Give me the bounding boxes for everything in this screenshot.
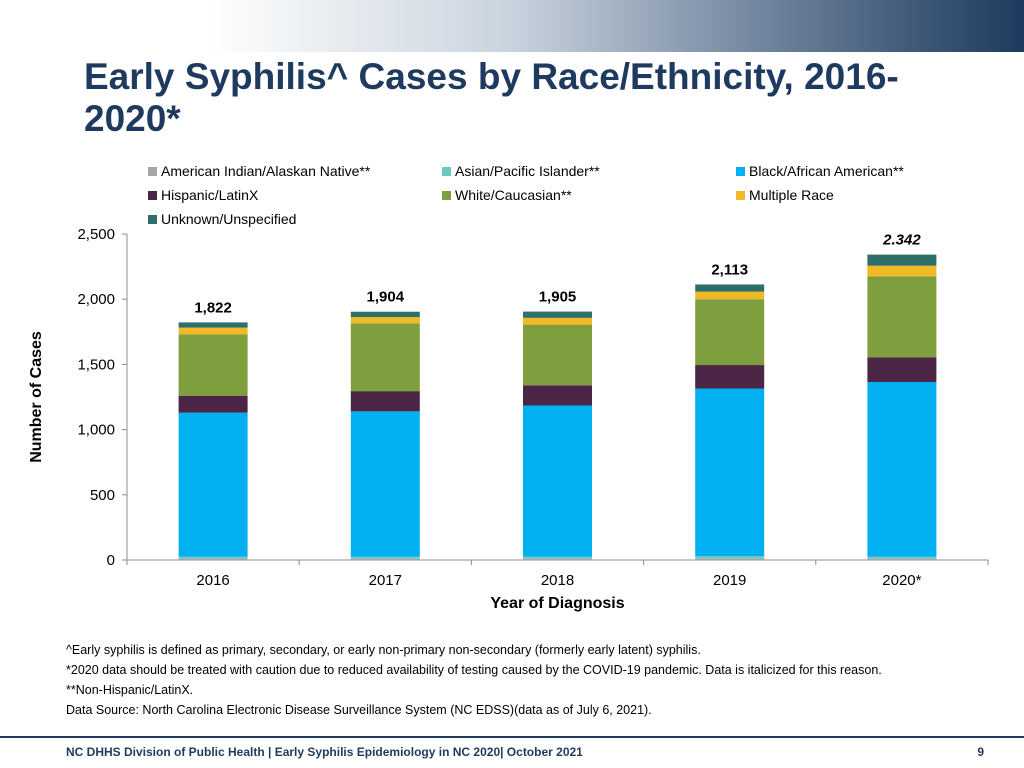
- slide-title: Early Syphilis^ Cases by Race/Ethnicity,…: [84, 56, 899, 139]
- bar-segment-2016-multiple-race: [178, 327, 248, 335]
- plot-area: 0 500 1,000 1,500 2,000 2,500 1,822 2016 1,904 20…: [28, 226, 989, 612]
- bar-segment-2017-unknown-unspecified: [350, 311, 420, 318]
- total-label-2020: 2.342: [882, 232, 921, 249]
- bar-segment-2018-white-caucasian: [523, 324, 592, 386]
- x-axis-title: Year of Diagnosis: [490, 595, 624, 612]
- bar-segment-2017-hispanic-latinx: [350, 391, 420, 412]
- bar-segment-2017-white-caucasian: [350, 323, 420, 392]
- footer-divider: [0, 736, 1024, 738]
- bar-group-2018: [523, 311, 592, 560]
- bar-segment-2020-american-indian-alaskan-native: [867, 558, 937, 560]
- y-tick-label-500: 500: [90, 487, 115, 504]
- y-tick-label-2500: 2,500: [77, 226, 115, 243]
- total-label-2016: 1,822: [194, 299, 232, 316]
- legend-swatch-american-indian-alaskan-native: [148, 167, 157, 176]
- bar-group-2020: [867, 254, 937, 560]
- legend-item-asian-pacific-islander: Asian/Pacific Islander**: [442, 163, 600, 179]
- bar-segment-2020-multiple-race: [867, 265, 937, 277]
- bar-segment-2016-hispanic-latinx: [178, 395, 248, 413]
- legend-item-unknown-unspecified: Unknown/Unspecified: [148, 211, 296, 227]
- total-label-2019: 2,113: [711, 261, 748, 278]
- y-axis-title: Number of Cases: [28, 331, 45, 463]
- bar-segment-2019-unknown-unspecified: [695, 284, 765, 292]
- legend-swatch-black-african-american: [736, 167, 745, 176]
- bar-segment-2018-black-african-american: [523, 405, 592, 557]
- x-tick-label-2018: 2018: [541, 572, 574, 589]
- bar-segment-2019-asian-pacific-islander: [695, 556, 765, 559]
- legend-item-black-african-american: Black/African American**: [736, 163, 904, 179]
- legend-item-multiple-race: Multiple Race: [736, 187, 834, 203]
- bar-segment-2016-asian-pacific-islander: [178, 556, 248, 559]
- x-tick-label-2020: 2020*: [882, 572, 921, 589]
- header-band: [0, 0, 1024, 52]
- footnote-2020-caution: *2020 data should be treated with cautio…: [66, 663, 882, 677]
- bar-group-2016: [178, 322, 248, 560]
- legend-label-asian-pacific-islander: Asian/Pacific Islander**: [455, 163, 600, 179]
- x-tick-label-2019: 2019: [713, 572, 746, 589]
- total-label-2017: 1,904: [367, 289, 405, 306]
- chart-legend: American Indian/Alaskan Native** Asian/Pa…: [148, 163, 904, 227]
- legend-item-white-caucasian: White/Caucasian**: [442, 187, 572, 203]
- bar-segment-2016-unknown-unspecified: [178, 322, 248, 328]
- legend-item-american-indian-alaskan-native: American Indian/Alaskan Native**: [148, 163, 371, 179]
- bar-segment-2016-black-african-american: [178, 412, 248, 557]
- legend-swatch-white-caucasian: [442, 191, 451, 200]
- legend-label-hispanic-latinx: Hispanic/LatinX: [161, 187, 259, 203]
- legend-item-hispanic-latinx: Hispanic/LatinX: [148, 187, 259, 203]
- legend-label-multiple-race: Multiple Race: [749, 187, 834, 203]
- legend-label-white-caucasian: White/Caucasian**: [455, 187, 572, 203]
- bar-segment-2018-asian-pacific-islander: [523, 556, 592, 559]
- y-tick-label-0: 0: [107, 552, 115, 569]
- legend-swatch-hispanic-latinx: [148, 191, 157, 200]
- y-tick-label-1000: 1,000: [77, 422, 115, 439]
- x-tick-label-2016: 2016: [196, 572, 229, 589]
- bar-segment-2019-hispanic-latinx: [695, 365, 765, 389]
- y-tick-label-1500: 1,500: [77, 356, 115, 373]
- footer-text: NC DHHS Division of Public Health | Earl…: [66, 745, 583, 759]
- bar-group-2019: [695, 284, 765, 560]
- footnotes: ^Early syphilis is defined as primary, s…: [66, 640, 966, 720]
- bar-segment-2018-american-indian-alaskan-native: [523, 558, 592, 560]
- legend-label-unknown-unspecified: Unknown/Unspecified: [161, 211, 296, 227]
- bar-segment-2019-multiple-race: [695, 291, 765, 300]
- bar-segment-2018-multiple-race: [523, 317, 592, 325]
- bar-segment-2018-hispanic-latinx: [523, 385, 592, 406]
- bar-segment-2020-hispanic-latinx: [867, 357, 937, 383]
- bar-segment-2020-white-caucasian: [867, 276, 937, 358]
- bar-segment-2020-asian-pacific-islander: [867, 556, 937, 559]
- x-tick-label-2017: 2017: [369, 572, 402, 589]
- bar-segment-2019-black-african-american: [695, 388, 765, 557]
- bar-segment-2017-asian-pacific-islander: [350, 556, 420, 559]
- bar-segment-2016-american-indian-alaskan-native: [178, 558, 248, 560]
- footnote-data-source: Data Source: North Carolina Electronic D…: [66, 703, 652, 717]
- bar-segment-2017-multiple-race: [350, 317, 420, 324]
- bar-group-2017: [350, 311, 420, 560]
- legend-swatch-asian-pacific-islander: [442, 167, 451, 176]
- legend-swatch-multiple-race: [736, 191, 745, 200]
- legend-label-black-african-american: Black/African American**: [749, 163, 904, 179]
- bar-segment-2020-black-african-american: [867, 382, 937, 557]
- bar-segment-2019-white-caucasian: [695, 299, 765, 366]
- stacked-bar-chart: American Indian/Alaskan Native** Asian/Pa…: [28, 163, 989, 612]
- legend-label-american-indian-alaskan-native: American Indian/Alaskan Native**: [161, 163, 371, 179]
- bar-segment-2018-unknown-unspecified: [523, 311, 592, 318]
- footnote-early-syphilis-definition: ^Early syphilis is defined as primary, s…: [66, 643, 701, 657]
- bar-segment-2017-american-indian-alaskan-native: [350, 558, 420, 560]
- bar-segment-2016-white-caucasian: [178, 334, 248, 396]
- total-label-2018: 1,905: [539, 289, 577, 306]
- y-tick-label-2000: 2,000: [77, 291, 115, 308]
- bar-segment-2019-american-indian-alaskan-native: [695, 558, 765, 560]
- page-number: 9: [977, 745, 984, 759]
- legend-swatch-unknown-unspecified: [148, 215, 157, 224]
- bar-segment-2017-black-african-american: [350, 411, 420, 557]
- footnote-non-hispanic: **Non-Hispanic/LatinX.: [66, 683, 194, 697]
- bar-segment-2020-unknown-unspecified: [867, 254, 937, 266]
